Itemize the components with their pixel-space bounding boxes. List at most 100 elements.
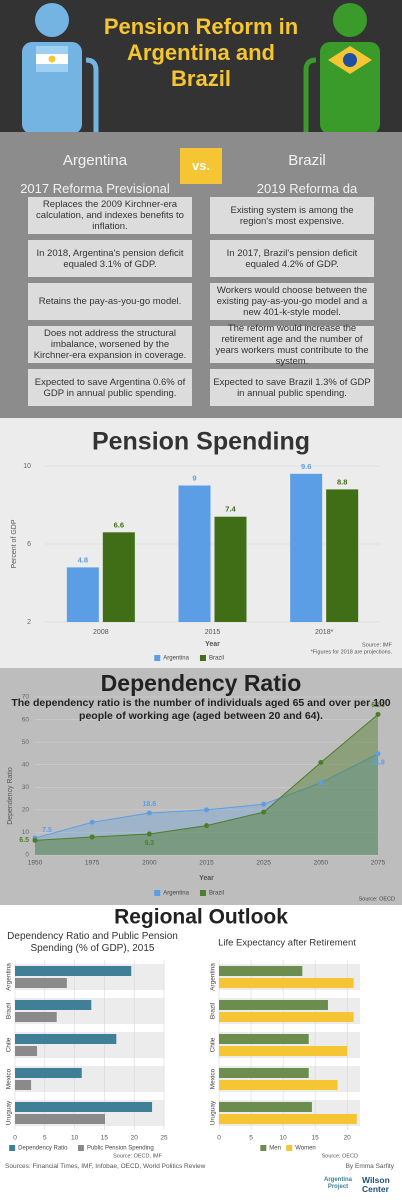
y-tick-label: 2	[27, 619, 31, 626]
chart: Regional Outlook Argentina Brazil Chile Mexi…	[6, 906, 360, 1159]
section-title: Regional Outlook	[114, 906, 288, 929]
chart-title: Pension Spending	[92, 428, 310, 456]
y-tick-label: 10	[23, 463, 31, 470]
comparison-point: Existing system is among the region's mo…	[210, 197, 374, 234]
data-label: 18.6	[143, 801, 157, 808]
bar	[178, 485, 211, 622]
legend-label: Men	[269, 1146, 281, 1152]
data-point	[204, 807, 209, 813]
data-label: 44.8	[371, 760, 385, 767]
data-point	[32, 837, 38, 843]
x-tick-label: 2008	[93, 629, 109, 636]
header: Pension Reform in Argentina and Brazil	[0, 0, 402, 132]
y-tick-label: 0	[25, 852, 29, 859]
comparison-point: Expected to save Argentina 0.6% of GDP i…	[28, 369, 192, 406]
data-label: 7.5	[42, 827, 52, 834]
legend-label: Dependency Ratio	[18, 1146, 68, 1152]
legend-label: Brazil	[209, 891, 224, 897]
legend-swatch	[199, 655, 206, 661]
bar	[326, 489, 359, 622]
bar	[219, 1034, 309, 1044]
chart: Dependency Ratio Dependency Ratio 0 10 20 30 4…	[7, 670, 395, 902]
vs-badge: vs.	[180, 148, 222, 184]
bar	[214, 516, 247, 622]
bar	[219, 1012, 354, 1022]
cane	[85, 57, 99, 132]
legend-swatch	[199, 890, 206, 896]
comparison-point: Retains the pay-as-you-go model.	[28, 283, 192, 320]
comparison-point: The reform would increase the retirement…	[210, 323, 374, 367]
chart-title: Dependency Ratio	[101, 670, 302, 696]
bar	[15, 978, 67, 988]
comparison: Argentina Brazil vs. 2017 Reforma Previs…	[0, 132, 402, 418]
bar	[15, 1000, 92, 1010]
bar	[102, 532, 135, 622]
legend-label: Public Pension Spending	[87, 1146, 154, 1152]
source: Source: OECD	[359, 896, 395, 902]
note: *Figures for 2018 are projections.	[311, 649, 393, 655]
bar	[15, 1012, 57, 1022]
figure-head	[333, 3, 367, 37]
flag-sun	[48, 55, 56, 63]
bar	[219, 1102, 312, 1112]
data-label: 6.5	[19, 837, 29, 844]
bar	[15, 1046, 38, 1056]
data-point	[204, 823, 209, 829]
dependency-ratio: Dependency Ratio Dependency Ratio 0 10 20 30 4…	[0, 668, 402, 905]
legend-label: Brazil	[209, 656, 224, 662]
data-label: 4.8	[78, 555, 88, 564]
x-axis-label: Year	[205, 641, 220, 648]
y-tick-label: Chile	[6, 1037, 13, 1052]
chart: Pension Spending Percent of GDP 2 6 10 2008 4.…	[11, 428, 393, 662]
bar	[219, 1068, 309, 1078]
y-tick-label: Mexico	[6, 1068, 13, 1089]
y-tick-label: 10	[22, 829, 30, 836]
x-tick-label: 10	[279, 1135, 287, 1142]
country: Argentina	[62, 152, 128, 169]
x-tick-label: 2015	[199, 860, 214, 867]
data-label: 8.8	[337, 477, 347, 486]
regional-outlook: Sources: Financial Times, IMF, Infobae, …	[0, 905, 402, 1200]
header-figures	[22, 3, 380, 132]
x-tick-label: 25	[160, 1135, 168, 1142]
data-point	[261, 801, 267, 807]
comparison-point: In 2017, Brazil's pension deficit equale…	[210, 240, 374, 277]
data-point	[318, 780, 324, 786]
x-tick-label: 1975	[85, 860, 100, 867]
data-point	[318, 759, 324, 765]
data-point	[146, 810, 152, 816]
chart-title: Dependency Ratio and Public Pension Spen…	[7, 931, 178, 954]
comparison-point: Workers would choose between the existin…	[210, 283, 374, 320]
legend-swatch	[9, 1145, 16, 1151]
data-point	[375, 711, 381, 717]
x-tick-label: 2015	[205, 629, 221, 636]
figure-head	[35, 3, 69, 37]
bar	[219, 1046, 348, 1056]
y-tick-label: Uruguay	[210, 1100, 217, 1125]
source: Source: OECD	[322, 1153, 358, 1159]
country: Brazil	[288, 152, 326, 169]
area-fill	[35, 714, 378, 855]
reform-name: 2017 Reforma Previsional	[20, 181, 170, 196]
x-tick-label: 1950	[28, 860, 43, 867]
bar	[219, 966, 303, 976]
y-tick-label: 60	[22, 716, 30, 723]
y-tick-label: 6	[27, 541, 31, 548]
y-tick-label: Brazil	[210, 1002, 217, 1019]
x-tick-label: 5	[43, 1135, 47, 1142]
x-tick-label: 15	[101, 1135, 109, 1142]
data-point	[375, 751, 381, 757]
data-label: 9	[192, 473, 196, 482]
comparison-point: Does not address the structural imbalanc…	[28, 326, 192, 363]
y-axis-label: Dependency Ratio	[7, 767, 14, 825]
legend-label: Argentina	[163, 891, 189, 897]
figure-body	[320, 42, 380, 132]
x-tick-label: 20	[131, 1135, 139, 1142]
legend-swatch	[77, 1145, 84, 1151]
x-tick-label: 0	[13, 1135, 17, 1142]
x-tick-label: 20	[344, 1135, 352, 1142]
y-tick-label: 70	[22, 694, 30, 701]
comparison-point: Expected to save Brazil 1.3% of GDP in a…	[210, 369, 374, 406]
data-point	[146, 831, 152, 837]
logo: Argentina Project	[323, 1177, 352, 1190]
